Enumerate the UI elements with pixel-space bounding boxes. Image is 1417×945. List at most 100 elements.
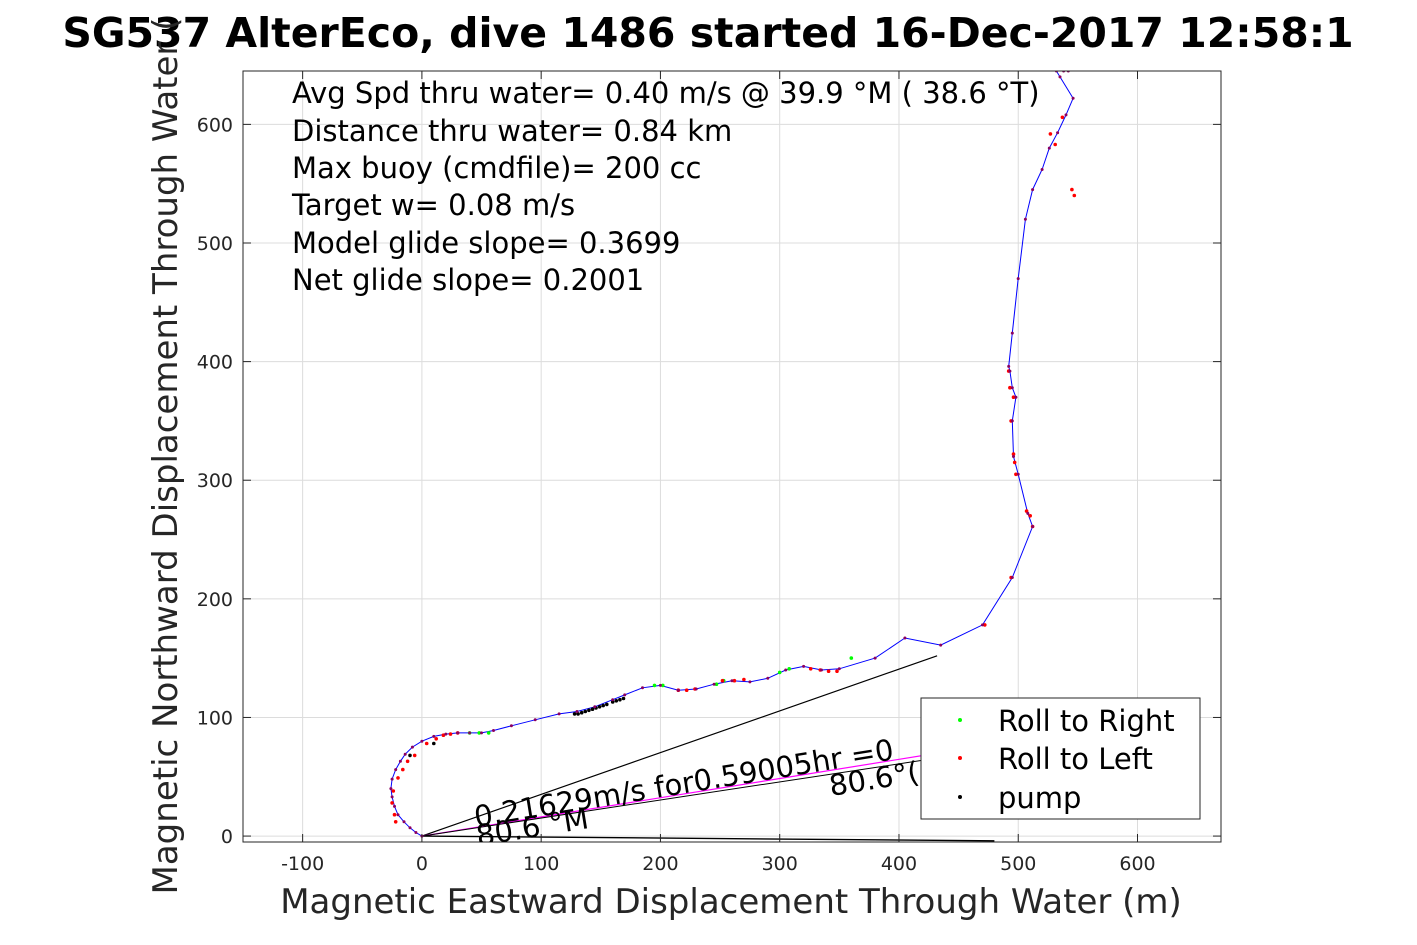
track-vertex — [1031, 525, 1035, 528]
x-tick-label: 400 — [881, 853, 917, 875]
track-vertex — [393, 804, 396, 808]
roll-left-point — [393, 820, 398, 824]
track-vertex — [403, 752, 407, 756]
track-vertex — [873, 656, 877, 660]
plot-area — [389, 71, 1077, 842]
track-vertex — [837, 667, 841, 671]
heading-line — [421, 655, 938, 837]
track-vertex — [766, 676, 770, 680]
track-vertex — [939, 643, 943, 647]
y-tick-label: 400 — [197, 352, 233, 374]
roll-left-point — [405, 759, 410, 764]
roll-left-point — [392, 812, 397, 817]
track-vertex — [420, 739, 424, 743]
track-vertex — [398, 759, 402, 763]
track-vertex — [414, 831, 418, 834]
chart-title: SG537 AlterEco, dive 1486 started 16-Dec… — [62, 9, 1353, 57]
roll-left-point — [983, 623, 987, 627]
track-vertex — [623, 693, 627, 697]
roll-left-point — [441, 733, 446, 737]
tick-labels: -100 0 100 200 300 400 500 600 0 100 200 300 400 500 6… — [197, 71, 1221, 875]
pump-point — [579, 710, 584, 715]
roll-left-point — [1070, 187, 1074, 192]
roll-left-point — [448, 732, 453, 736]
pump-point — [432, 741, 436, 746]
roll-left-point — [720, 678, 725, 683]
grid — [243, 71, 1221, 842]
track-vertex — [1016, 277, 1020, 281]
x-tick-label: 0 — [416, 853, 428, 875]
pump-point — [587, 708, 591, 713]
roll-left-point — [401, 767, 405, 772]
roll-left-point — [684, 688, 689, 692]
x-tick-label: 600 — [1119, 853, 1155, 875]
stats-annotation: Avg Spd thru water= 0.40 m/s @ 39.9 °M (… — [291, 76, 1040, 297]
legend-box — [920, 697, 1201, 820]
roll-left-point — [1014, 472, 1018, 477]
track-vertex — [456, 731, 460, 735]
track-vertex — [394, 768, 398, 772]
y-tick-label: 0 — [221, 826, 233, 848]
pump-point — [601, 703, 605, 708]
track-vertex — [802, 664, 806, 668]
roll-left-point — [1028, 514, 1032, 518]
roll-left-point — [390, 801, 394, 805]
track-vertex — [1010, 576, 1014, 579]
roll-left-point — [1011, 395, 1016, 400]
y-tick-label: 100 — [197, 707, 233, 729]
track-vertex — [641, 686, 644, 690]
track-vertex — [1008, 369, 1012, 373]
legend: Roll to Right Roll to Left pump — [920, 697, 1201, 820]
roll-right-point — [777, 670, 782, 675]
pump-point — [597, 705, 602, 709]
y-tick-label: 300 — [197, 470, 233, 492]
x-tick-label: 500 — [1000, 853, 1036, 875]
pump-point — [621, 696, 626, 701]
annotation-line: Model glide slope= 0.3699 — [292, 226, 680, 260]
roll-right-point — [787, 667, 791, 671]
x-tick-label: 200 — [642, 853, 678, 875]
y-tick-label: 500 — [197, 233, 233, 255]
track-vertex — [444, 732, 448, 736]
roll-left-point — [1060, 115, 1065, 120]
track-vertex — [1010, 331, 1014, 335]
track-vertex — [402, 820, 406, 824]
track-vertex — [390, 777, 394, 781]
track-vertex — [1007, 364, 1011, 368]
track-vertex — [396, 813, 400, 817]
pump-point — [583, 709, 588, 714]
track-vertex — [593, 705, 597, 709]
roll-left-point — [1008, 385, 1012, 390]
legend-label: pump — [998, 781, 1081, 815]
legend-marker-roll-left — [958, 756, 962, 760]
pump-point — [576, 712, 580, 716]
current-line-black — [421, 752, 971, 837]
roll-left-point — [1072, 193, 1077, 198]
track-vertex — [1056, 131, 1060, 135]
y-axis-label: Magnetic Northward Displacement Through … — [146, 18, 186, 895]
roll-left-point — [808, 667, 813, 671]
track-vertex — [658, 683, 662, 687]
pump-point — [590, 707, 595, 711]
track-vertex — [509, 724, 513, 728]
y-tick-label: 200 — [197, 589, 233, 611]
roll-left-point — [391, 789, 396, 793]
roll-right-point — [661, 683, 665, 688]
track-vertex — [480, 731, 483, 735]
pump-point — [572, 712, 577, 716]
track-vertex — [1071, 96, 1075, 100]
track-vertex — [820, 668, 823, 672]
x-tick-label: -100 — [281, 853, 324, 875]
track-vertex — [1016, 472, 1020, 476]
roll-left-point — [1053, 142, 1057, 147]
annotation-line: Target w= 0.08 m/s — [291, 188, 575, 222]
roll-left-point — [424, 741, 429, 746]
pump-point — [605, 702, 609, 707]
pump-point — [610, 700, 615, 704]
legend-label: Roll to Left — [998, 742, 1153, 776]
track-vertex — [1014, 395, 1018, 399]
track-vertex — [492, 729, 495, 732]
track-vertex — [533, 718, 537, 722]
track-vertex — [432, 734, 436, 738]
annotation-line: Net glide slope= 0.2001 — [292, 263, 644, 297]
